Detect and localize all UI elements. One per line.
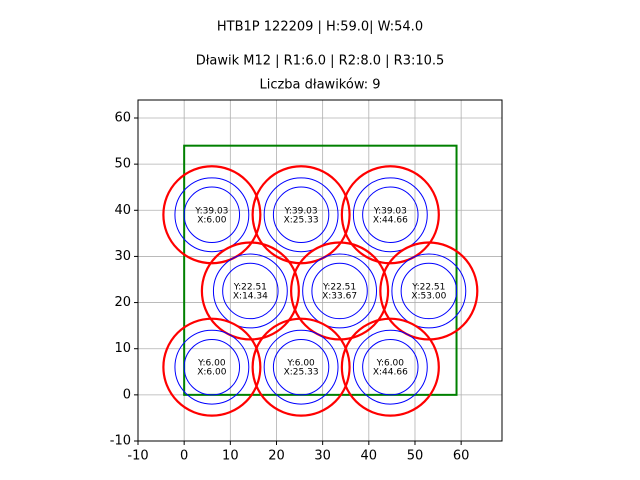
- x-tick-label: -10: [127, 449, 148, 464]
- y-label: Y:22.51: [322, 282, 356, 292]
- x-label: X:25.33: [284, 368, 319, 378]
- chart-title: HTB1P 122209 | H:59.0| W:54.0: [217, 20, 423, 35]
- y-label: Y:6.00: [197, 359, 226, 369]
- x-tick-label: 50: [407, 449, 424, 464]
- circle: [362, 186, 419, 243]
- circle: [263, 329, 339, 405]
- circle: [251, 317, 351, 417]
- x-tick-label: 40: [361, 449, 378, 464]
- circle: [352, 177, 428, 253]
- y-tick-label: 30: [114, 249, 131, 264]
- x-label: X:6.00: [197, 368, 227, 378]
- x-label: X:25.33: [284, 215, 319, 225]
- y-label: Y:39.03: [373, 206, 407, 216]
- y-label: Y:39.03: [194, 206, 228, 216]
- x-label: X:44.66: [373, 368, 408, 378]
- circle: [272, 186, 330, 243]
- x-label: X:44.66: [373, 215, 408, 225]
- y-tick-label: -10: [110, 434, 131, 449]
- x-label: X:53.00: [411, 291, 446, 301]
- circle: [174, 177, 250, 253]
- chart-subtitle: Dławik M12 | R1:6.0 | R2:8.0 | R3:10.5: [196, 54, 445, 69]
- circle: [162, 317, 262, 417]
- x-label: X:33.67: [322, 291, 357, 301]
- y-tick-label: 50: [114, 157, 131, 172]
- boundary: [183, 144, 458, 396]
- y-tick-label: 60: [114, 110, 131, 125]
- x-tick-label: 20: [268, 449, 285, 464]
- y-tick-label: 0: [123, 387, 131, 402]
- circle: [272, 338, 330, 396]
- y-tick-label: 40: [114, 203, 131, 218]
- x-tick-label: 10: [222, 449, 239, 464]
- circle: [174, 329, 250, 405]
- circle: [362, 338, 419, 396]
- circle: [183, 338, 241, 396]
- x-tick-label: 60: [453, 449, 470, 464]
- y-tick-label: 10: [114, 341, 131, 356]
- x-tick-label: 0: [180, 449, 188, 464]
- x-tick-label: 30: [314, 449, 331, 464]
- y-label: Y:6.00: [376, 359, 405, 369]
- y-label: Y:6.00: [286, 359, 315, 369]
- circle: [352, 329, 428, 405]
- axes-frame: [137, 99, 503, 442]
- circle: [222, 262, 279, 320]
- circle: [340, 317, 440, 417]
- circle: [311, 262, 368, 320]
- y-label: Y:22.51: [411, 282, 445, 292]
- y-label: Y:39.03: [284, 206, 318, 216]
- circle: [183, 186, 241, 243]
- circle: [391, 253, 467, 329]
- circle: [302, 253, 378, 329]
- x-label: X:14.34: [233, 291, 268, 301]
- chart-subtitle: Liczba dławików: 9: [259, 78, 380, 93]
- y-tick-label: 20: [114, 295, 131, 310]
- y-label: Y:22.51: [233, 282, 267, 292]
- x-label: X:6.00: [197, 215, 227, 225]
- circle: [400, 262, 458, 320]
- circle: [263, 177, 339, 253]
- circle: [212, 253, 288, 329]
